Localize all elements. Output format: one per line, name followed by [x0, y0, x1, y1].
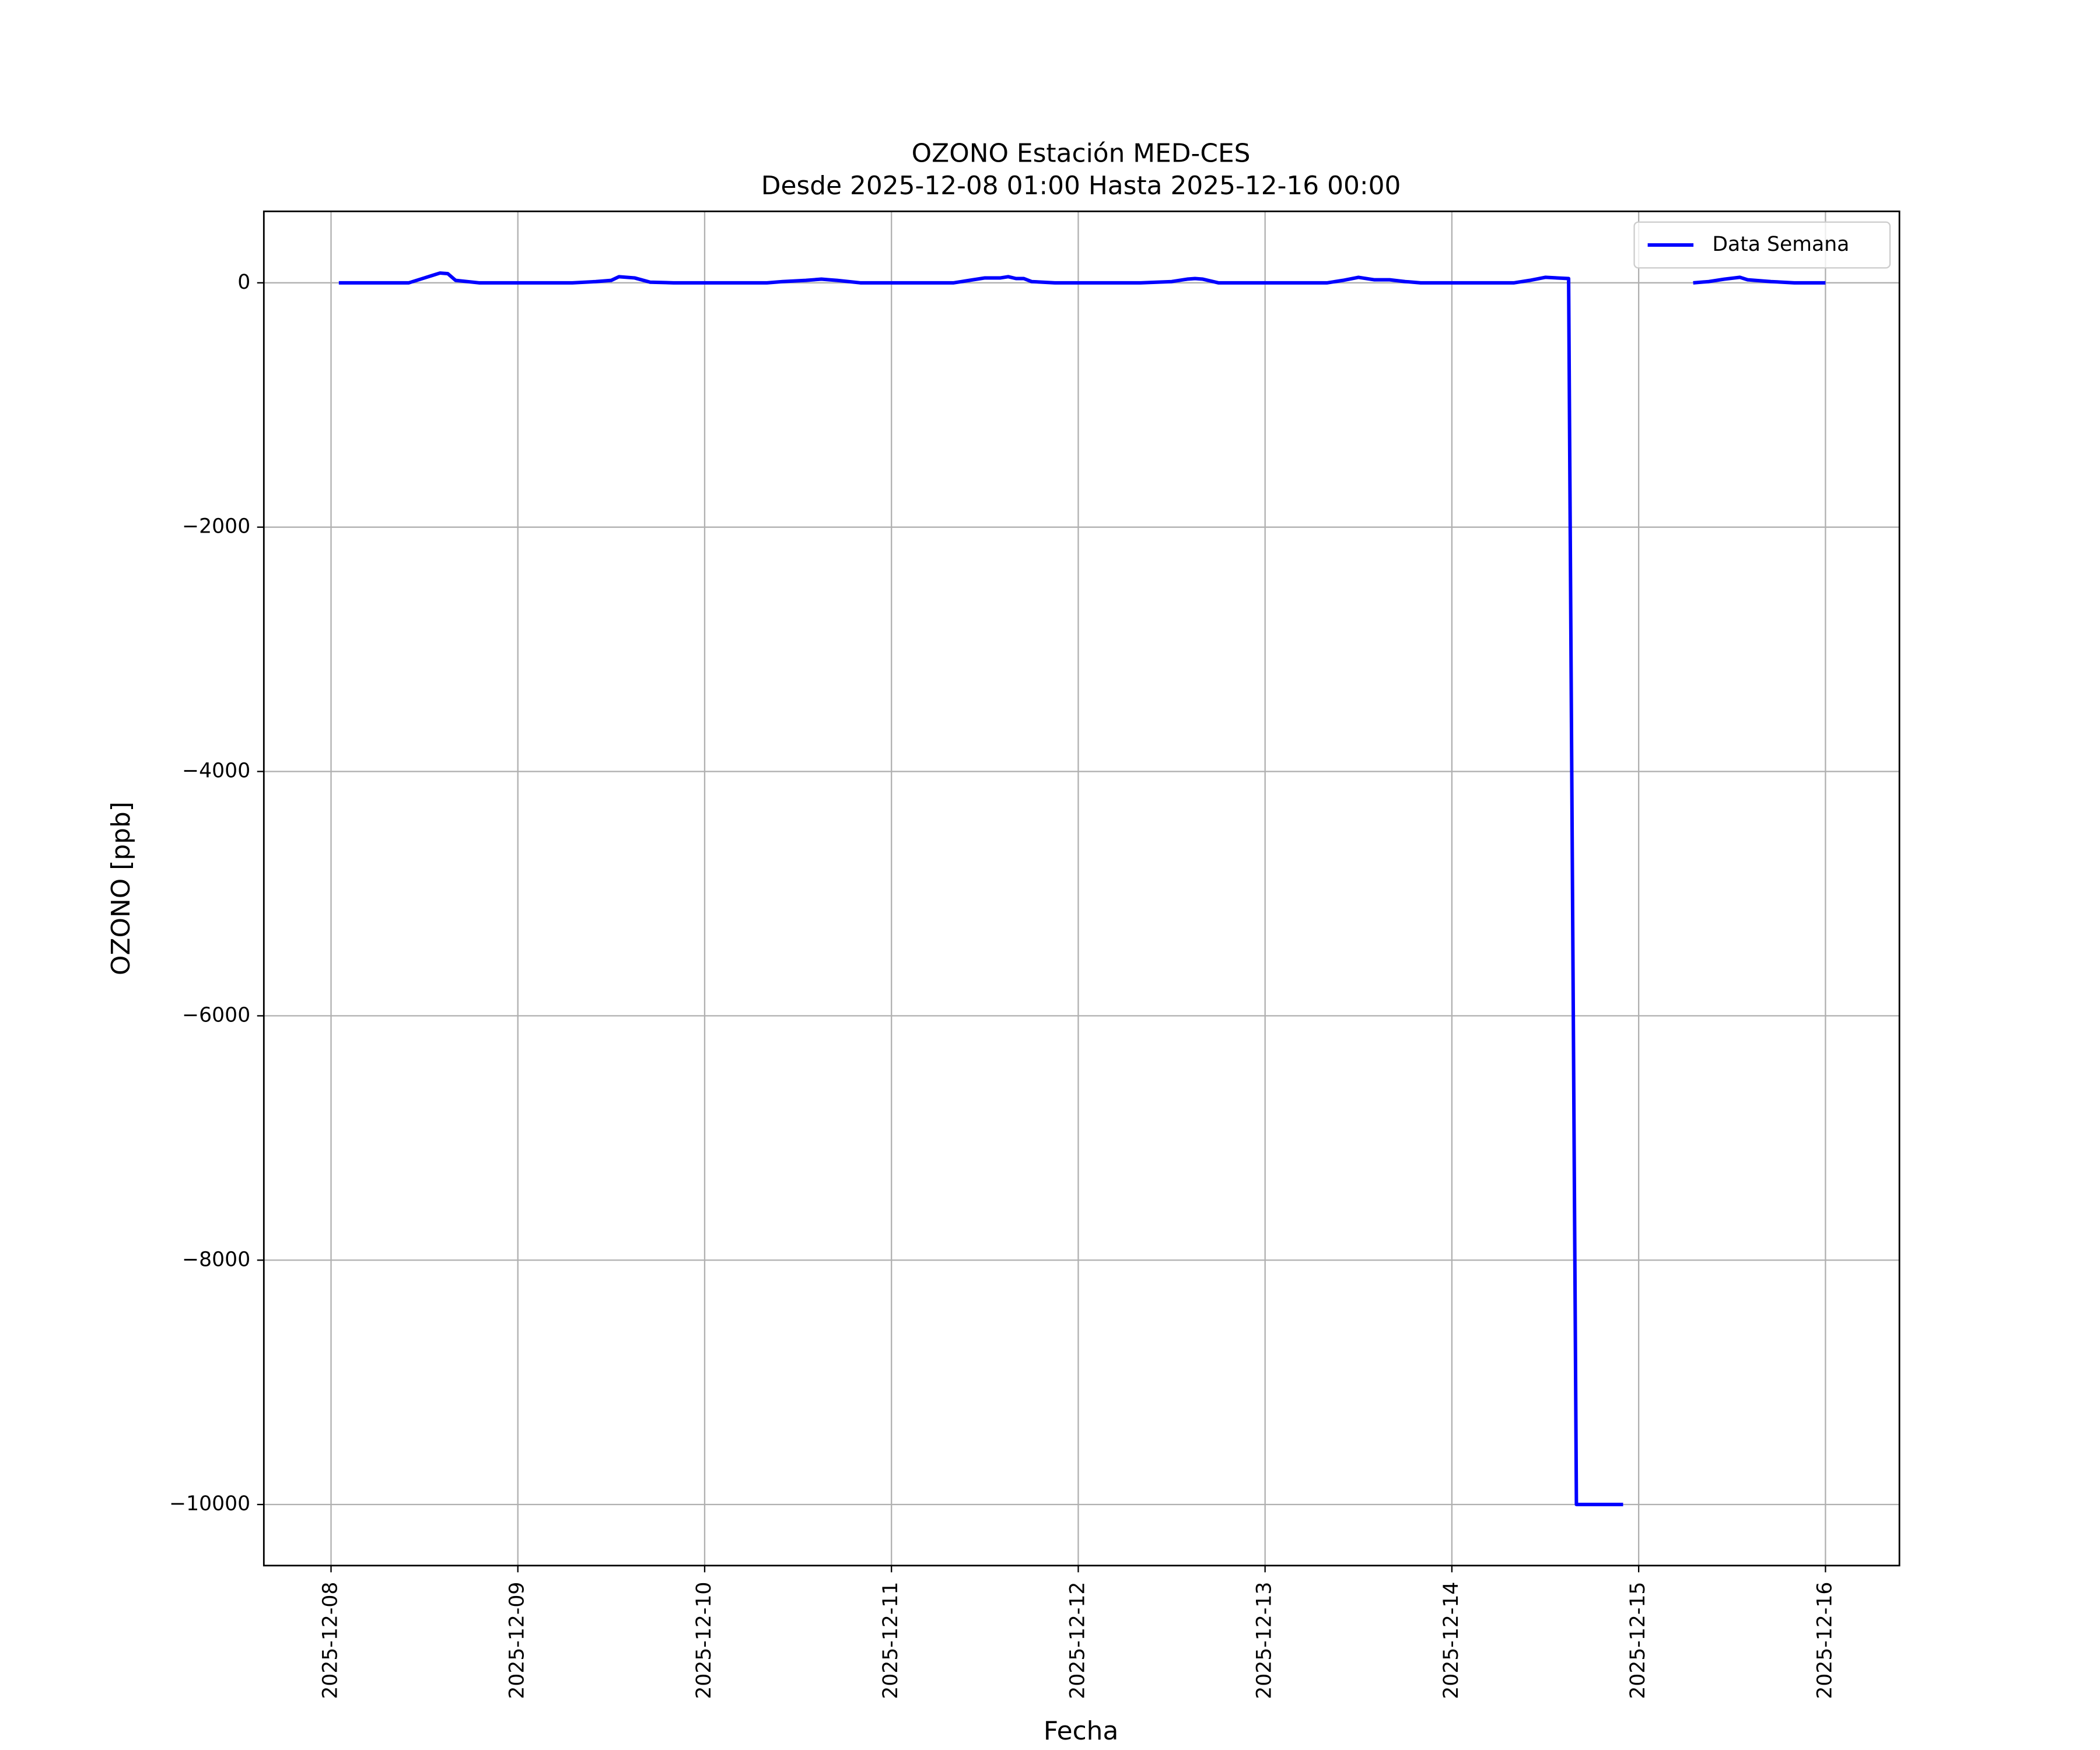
y-axis-label: OZONO [ppb] [106, 802, 136, 975]
legend-label: Data Semana [1712, 233, 1849, 256]
x-axis-label: Fecha [1044, 1716, 1119, 1746]
x-tick-label: 2025-12-08 [319, 1582, 342, 1699]
x-tick-label: 2025-12-15 [1626, 1582, 1650, 1699]
chart-title: OZONO Estación MED-CES [912, 138, 1251, 168]
x-tick-label: 2025-12-10 [692, 1582, 716, 1699]
y-tick-label: 0 [237, 271, 250, 294]
y-tick-label: −10000 [169, 1492, 250, 1516]
legend: Data Semana [1633, 221, 1891, 269]
x-tick-label: 2025-12-14 [1440, 1582, 1463, 1699]
legend-box [1633, 221, 1891, 269]
x-tick-label: 2025-12-13 [1253, 1582, 1276, 1699]
x-tick-label: 2025-12-16 [1813, 1582, 1836, 1699]
y-tick-label: −8000 [182, 1248, 250, 1271]
plot-frame [262, 210, 1901, 1567]
y-tick-label: −6000 [182, 1003, 250, 1027]
chart-subtitle: Desde 2025-12-08 01:00 Hasta 2025-12-16 … [761, 171, 1401, 201]
y-tick-label: −4000 [182, 760, 250, 783]
data-line [338, 271, 1826, 1507]
x-tick-label: 2025-12-09 [506, 1582, 529, 1699]
x-tick-label: 2025-12-11 [879, 1582, 902, 1699]
y-tick-label: −2000 [182, 515, 250, 538]
x-tick-label: 2025-12-12 [1066, 1582, 1089, 1699]
